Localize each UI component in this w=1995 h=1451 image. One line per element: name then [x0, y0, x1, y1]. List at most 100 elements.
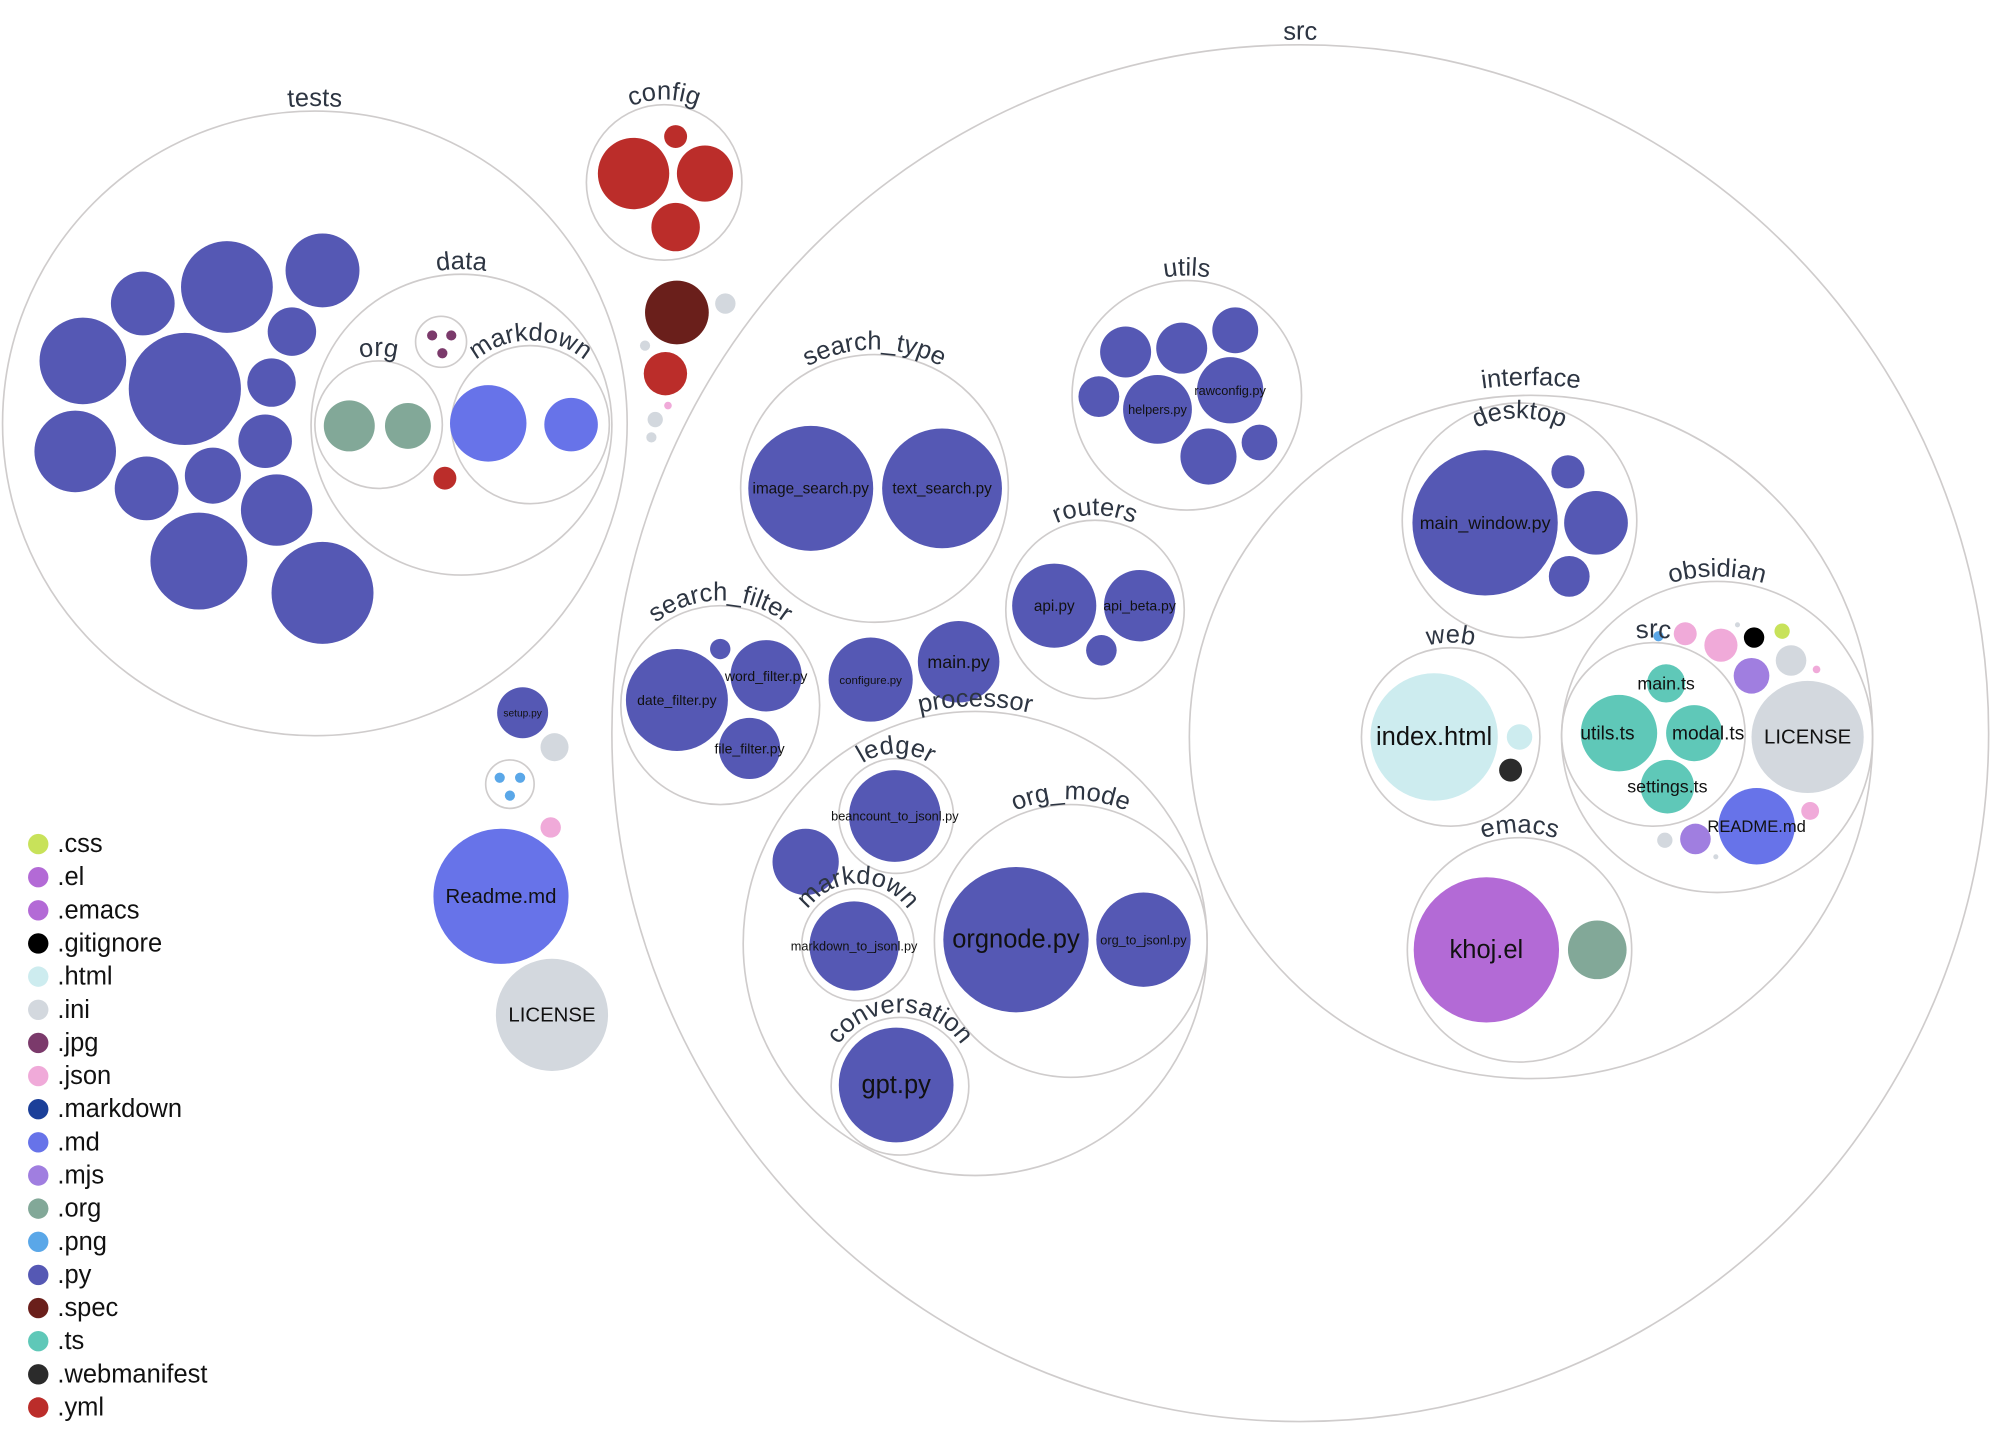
file-json-circle[interactable] [1704, 628, 1738, 662]
file-ini-circle[interactable] [715, 293, 736, 314]
file-json-circle[interactable] [1812, 665, 1821, 674]
file-py-circle[interactable] [1180, 428, 1237, 485]
file-jpg-circle[interactable] [446, 330, 457, 341]
file-py-circle[interactable] [1412, 450, 1558, 596]
file-py-circle[interactable] [1078, 376, 1120, 418]
file-yml-circle[interactable] [664, 125, 688, 149]
folder-web[interactable] [1360, 646, 1541, 828]
file-ini-circle[interactable] [495, 958, 609, 1071]
file-ini-circle[interactable] [647, 411, 663, 428]
file-py-circle[interactable] [772, 828, 839, 896]
file-py-circle[interactable] [710, 638, 731, 660]
file-py-circle[interactable] [247, 358, 296, 407]
file-md-circle[interactable] [544, 397, 598, 452]
file-ts-circle[interactable] [1580, 694, 1658, 772]
file-py-circle[interactable] [1197, 357, 1264, 424]
file-py-circle[interactable] [625, 649, 728, 751]
file-py-circle[interactable] [1241, 424, 1278, 461]
file-py-circle[interactable] [150, 512, 248, 610]
file-png-circle[interactable] [515, 772, 526, 783]
file-png-circle[interactable] [504, 790, 516, 801]
file-py-circle[interactable] [828, 637, 913, 722]
file-org-circle[interactable] [384, 402, 431, 449]
file-ts-circle[interactable] [1640, 759, 1695, 814]
folder-ledger[interactable] [837, 757, 955, 875]
file-mjs-circle[interactable] [1733, 657, 1770, 694]
file-py-circle[interactable] [39, 317, 127, 405]
file-py-circle[interactable] [184, 447, 241, 504]
file-py-circle[interactable] [1086, 634, 1117, 666]
file-gitignore-circle[interactable] [1743, 627, 1765, 648]
file-py-circle[interactable] [240, 474, 313, 546]
file-py-circle[interactable] [1551, 455, 1585, 489]
file-md-circle[interactable] [1718, 787, 1795, 865]
file-py-circle[interactable] [1548, 555, 1590, 597]
file-py-circle[interactable] [943, 866, 1089, 1013]
folder-src[interactable] [611, 43, 1990, 1423]
file-py-circle[interactable] [1564, 490, 1628, 555]
file-org-circle[interactable] [323, 400, 375, 452]
file-ini-circle[interactable] [1713, 854, 1719, 860]
file-ini-circle[interactable] [1751, 680, 1864, 794]
file-json-circle[interactable] [1801, 801, 1820, 820]
file-py-circle[interactable] [1096, 892, 1191, 987]
file-png-circle[interactable] [494, 772, 505, 783]
file-py-circle[interactable] [1012, 563, 1097, 648]
file-yml-circle[interactable] [597, 137, 670, 210]
file-ini-circle[interactable] [646, 432, 657, 443]
file-py-circle[interactable] [1103, 569, 1176, 642]
file-org-circle[interactable] [1567, 920, 1627, 980]
folder-emacs[interactable] [1406, 836, 1633, 1063]
file-webmanifest-circle[interactable] [1499, 758, 1523, 782]
folder-conversation[interactable] [830, 1016, 970, 1156]
file-yml-circle[interactable] [643, 351, 688, 396]
file-py-circle[interactable] [809, 901, 899, 991]
file-py-circle[interactable] [271, 541, 374, 644]
file-spec-circle[interactable] [645, 280, 709, 345]
file-py-circle[interactable] [718, 717, 781, 780]
folder-circle[interactable] [484, 759, 535, 810]
file-py-circle[interactable] [917, 620, 1000, 703]
file-py-circle[interactable] [748, 425, 874, 551]
file-py-circle[interactable] [238, 414, 292, 468]
folder-search-filter[interactable] [619, 604, 821, 806]
file-ini-circle[interactable] [639, 340, 651, 351]
file-ini-circle[interactable] [1734, 622, 1741, 628]
file-md-circle[interactable] [449, 385, 527, 462]
folder-circle[interactable] [414, 315, 468, 369]
file-jpg-circle[interactable] [437, 348, 448, 359]
file-py-circle[interactable] [497, 687, 549, 739]
file-py-circle[interactable] [1100, 326, 1152, 378]
file-py-circle[interactable] [730, 640, 802, 712]
file-el-circle[interactable] [1413, 877, 1560, 1023]
folder-utils[interactable] [1071, 279, 1303, 511]
folder-tests-data-org[interactable] [314, 360, 444, 490]
file-ini-circle[interactable] [1657, 832, 1673, 848]
file-png-circle[interactable] [1653, 631, 1664, 642]
folder-org-mode[interactable] [933, 803, 1209, 1079]
file-html-circle[interactable] [1370, 673, 1498, 801]
folder-processor-markdown[interactable] [800, 887, 915, 1002]
file-py-circle[interactable] [285, 233, 360, 308]
file-py-circle[interactable] [1156, 322, 1208, 374]
file-py-circle[interactable] [267, 307, 317, 356]
file-css-circle[interactable] [1774, 623, 1790, 639]
file-json-circle[interactable] [664, 401, 672, 410]
file-json-circle[interactable] [1673, 622, 1697, 646]
file-ts-circle[interactable] [1646, 664, 1686, 703]
folder-config[interactable] [585, 103, 743, 262]
file-yml-circle[interactable] [651, 202, 700, 252]
file-py-circle[interactable] [838, 1027, 954, 1143]
file-jpg-circle[interactable] [427, 330, 438, 341]
file-py-circle[interactable] [181, 241, 273, 333]
file-py-circle[interactable] [848, 770, 941, 862]
folder-tests-data[interactable] [310, 273, 613, 576]
folder-routers[interactable] [1004, 519, 1186, 700]
file-yml-circle[interactable] [676, 145, 733, 202]
file-ini-circle[interactable] [1775, 645, 1807, 676]
file-json-circle[interactable] [540, 817, 561, 838]
folder-search-type[interactable] [739, 353, 1010, 624]
file-py-circle[interactable] [1123, 374, 1192, 444]
file-ini-circle[interactable] [540, 733, 569, 762]
file-mjs-circle[interactable] [1680, 823, 1711, 855]
